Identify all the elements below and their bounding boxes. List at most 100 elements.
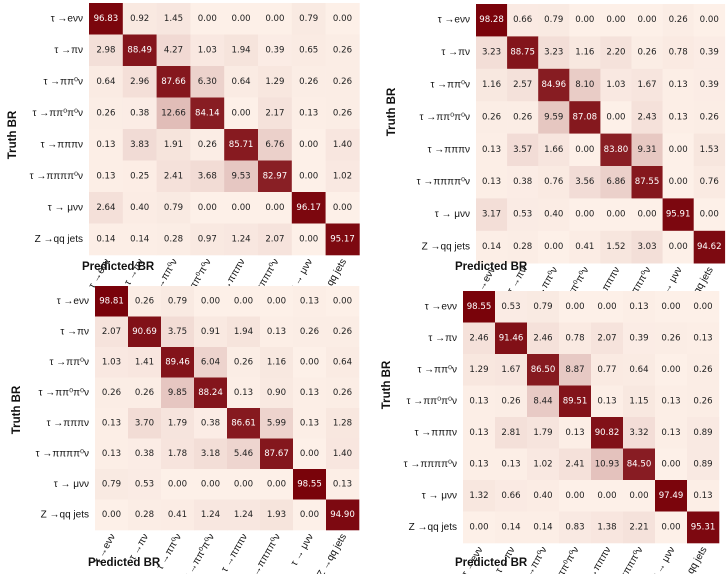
cell-value: 3.83: [130, 140, 149, 150]
row-label: τ →πν: [54, 45, 83, 56]
matrix-cell: [224, 97, 259, 130]
matrix-cell: [591, 417, 624, 449]
matrix-cell: [128, 438, 162, 470]
row-label: τ →ππ⁰ν: [43, 76, 83, 87]
matrix-cell: [291, 34, 326, 67]
cell-value: 88.24: [198, 388, 223, 398]
cell-value: 0.00: [267, 479, 286, 489]
matrix-cell: [122, 160, 157, 193]
cell-value: 1.93: [267, 510, 286, 520]
cell-value: 6.30: [198, 77, 217, 87]
matrix-cell: [687, 354, 720, 386]
cell-value: 0.00: [201, 479, 220, 489]
cell-value: 95.91: [666, 210, 691, 220]
cell-value: 1.40: [333, 449, 352, 459]
matrix-cell: [662, 230, 694, 264]
matrix-cell: [631, 198, 663, 232]
cell-value: 96.17: [296, 203, 321, 213]
matrix-cell: [463, 291, 496, 323]
cell-value: 0.13: [300, 296, 319, 306]
matrix-cell: [495, 291, 528, 323]
matrix-cell: [326, 347, 360, 378]
cell-value: 2.20: [606, 48, 625, 58]
matrix-cell: [655, 417, 688, 449]
matrix-cell: [194, 499, 228, 531]
matrix-cell: [569, 36, 601, 70]
cell-value: 94.90: [330, 510, 355, 520]
cell-value: 0.78: [565, 333, 584, 343]
x-axis-title: Predicted BR: [88, 557, 161, 569]
cell-value: 0.26: [513, 112, 532, 122]
matrix-cell: [527, 480, 560, 512]
cell-value: 0.38: [513, 177, 532, 187]
row-label: Z →qq jets: [41, 509, 89, 520]
matrix-cell: [190, 34, 225, 67]
cell-value: 0.00: [544, 242, 563, 252]
matrix-cell: [89, 192, 124, 224]
cell-value: 88.49: [127, 45, 152, 55]
cell-value: 0.00: [637, 15, 656, 25]
cell-value: 0.26: [700, 112, 719, 122]
column-label: τ →ππππ⁰ν: [609, 545, 645, 574]
cell-value: 0.53: [501, 302, 520, 312]
matrix-cell: [190, 129, 225, 161]
x-axis-title: Predicted BR: [455, 261, 528, 273]
cell-value: 89.51: [563, 396, 588, 406]
matrix-cell: [156, 129, 191, 161]
cell-value: 0.13: [661, 396, 680, 406]
cell-value: 0.13: [629, 302, 648, 312]
cell-value: 1.32: [469, 491, 488, 501]
matrix-cell: [631, 36, 663, 70]
matrix-cell: [89, 3, 124, 35]
cell-value: 1.67: [501, 365, 520, 375]
matrix-cell: [495, 448, 528, 481]
cell-value: 0.00: [606, 210, 625, 220]
cell-value: 3.75: [168, 327, 187, 337]
matrix-cell: [507, 68, 539, 102]
cell-value: 0.13: [96, 140, 115, 150]
row-label: τ →eνν: [51, 13, 83, 24]
matrix-cell: [325, 3, 360, 35]
matrix-cell: [623, 291, 656, 323]
cell-value: 2.64: [96, 203, 115, 213]
cell-value: 86.50: [531, 365, 556, 375]
matrix-cell: [260, 286, 294, 317]
cell-value: 1.03: [198, 45, 217, 55]
column-label: τ →ππ⁰π⁰ν: [182, 532, 217, 574]
cell-value: 1.66: [544, 145, 563, 155]
cell-value: 0.00: [232, 203, 251, 213]
matrix-cell: [559, 417, 592, 449]
cell-value: 3.23: [544, 48, 563, 58]
matrix-cell: [507, 4, 539, 37]
matrix-cell: [122, 129, 157, 161]
matrix-cell: [463, 448, 496, 481]
matrix-cell: [693, 36, 726, 70]
cell-value: 0.00: [669, 242, 688, 252]
matrix-cell: [161, 316, 195, 348]
cell-value: 0.65: [299, 45, 318, 55]
matrix-cell: [128, 408, 162, 439]
matrix-cell: [325, 160, 360, 193]
cell-value: 0.00: [102, 510, 121, 520]
matrix-cell: [258, 97, 293, 130]
cell-value: 0.00: [693, 302, 712, 312]
matrix-cell: [293, 408, 327, 439]
matrix-cell: [293, 438, 327, 470]
cell-value: 0.00: [333, 203, 352, 213]
cell-value: 0.13: [469, 396, 488, 406]
cell-value: 0.38: [130, 108, 149, 118]
cell-value: 0.14: [533, 522, 552, 532]
cell-value: 0.64: [629, 365, 648, 375]
row-label: τ → μνν: [435, 209, 470, 220]
matrix-cell: [569, 230, 601, 264]
matrix-cell: [260, 316, 294, 348]
matrix-cell: [161, 408, 195, 439]
row-label: τ →ππ⁰ν: [417, 364, 457, 375]
matrix-cell: [527, 448, 560, 481]
row-label: τ →πν: [428, 333, 457, 344]
matrix-cell: [293, 286, 327, 317]
matrix-cell: [258, 223, 293, 256]
cell-value: 6.76: [265, 140, 284, 150]
matrix-cell: [156, 223, 191, 256]
cell-value: 0.26: [198, 140, 217, 150]
